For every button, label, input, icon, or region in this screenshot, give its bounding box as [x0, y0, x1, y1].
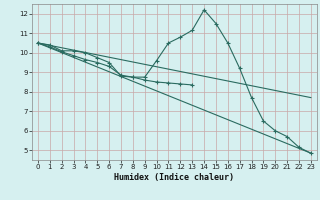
X-axis label: Humidex (Indice chaleur): Humidex (Indice chaleur): [115, 173, 234, 182]
